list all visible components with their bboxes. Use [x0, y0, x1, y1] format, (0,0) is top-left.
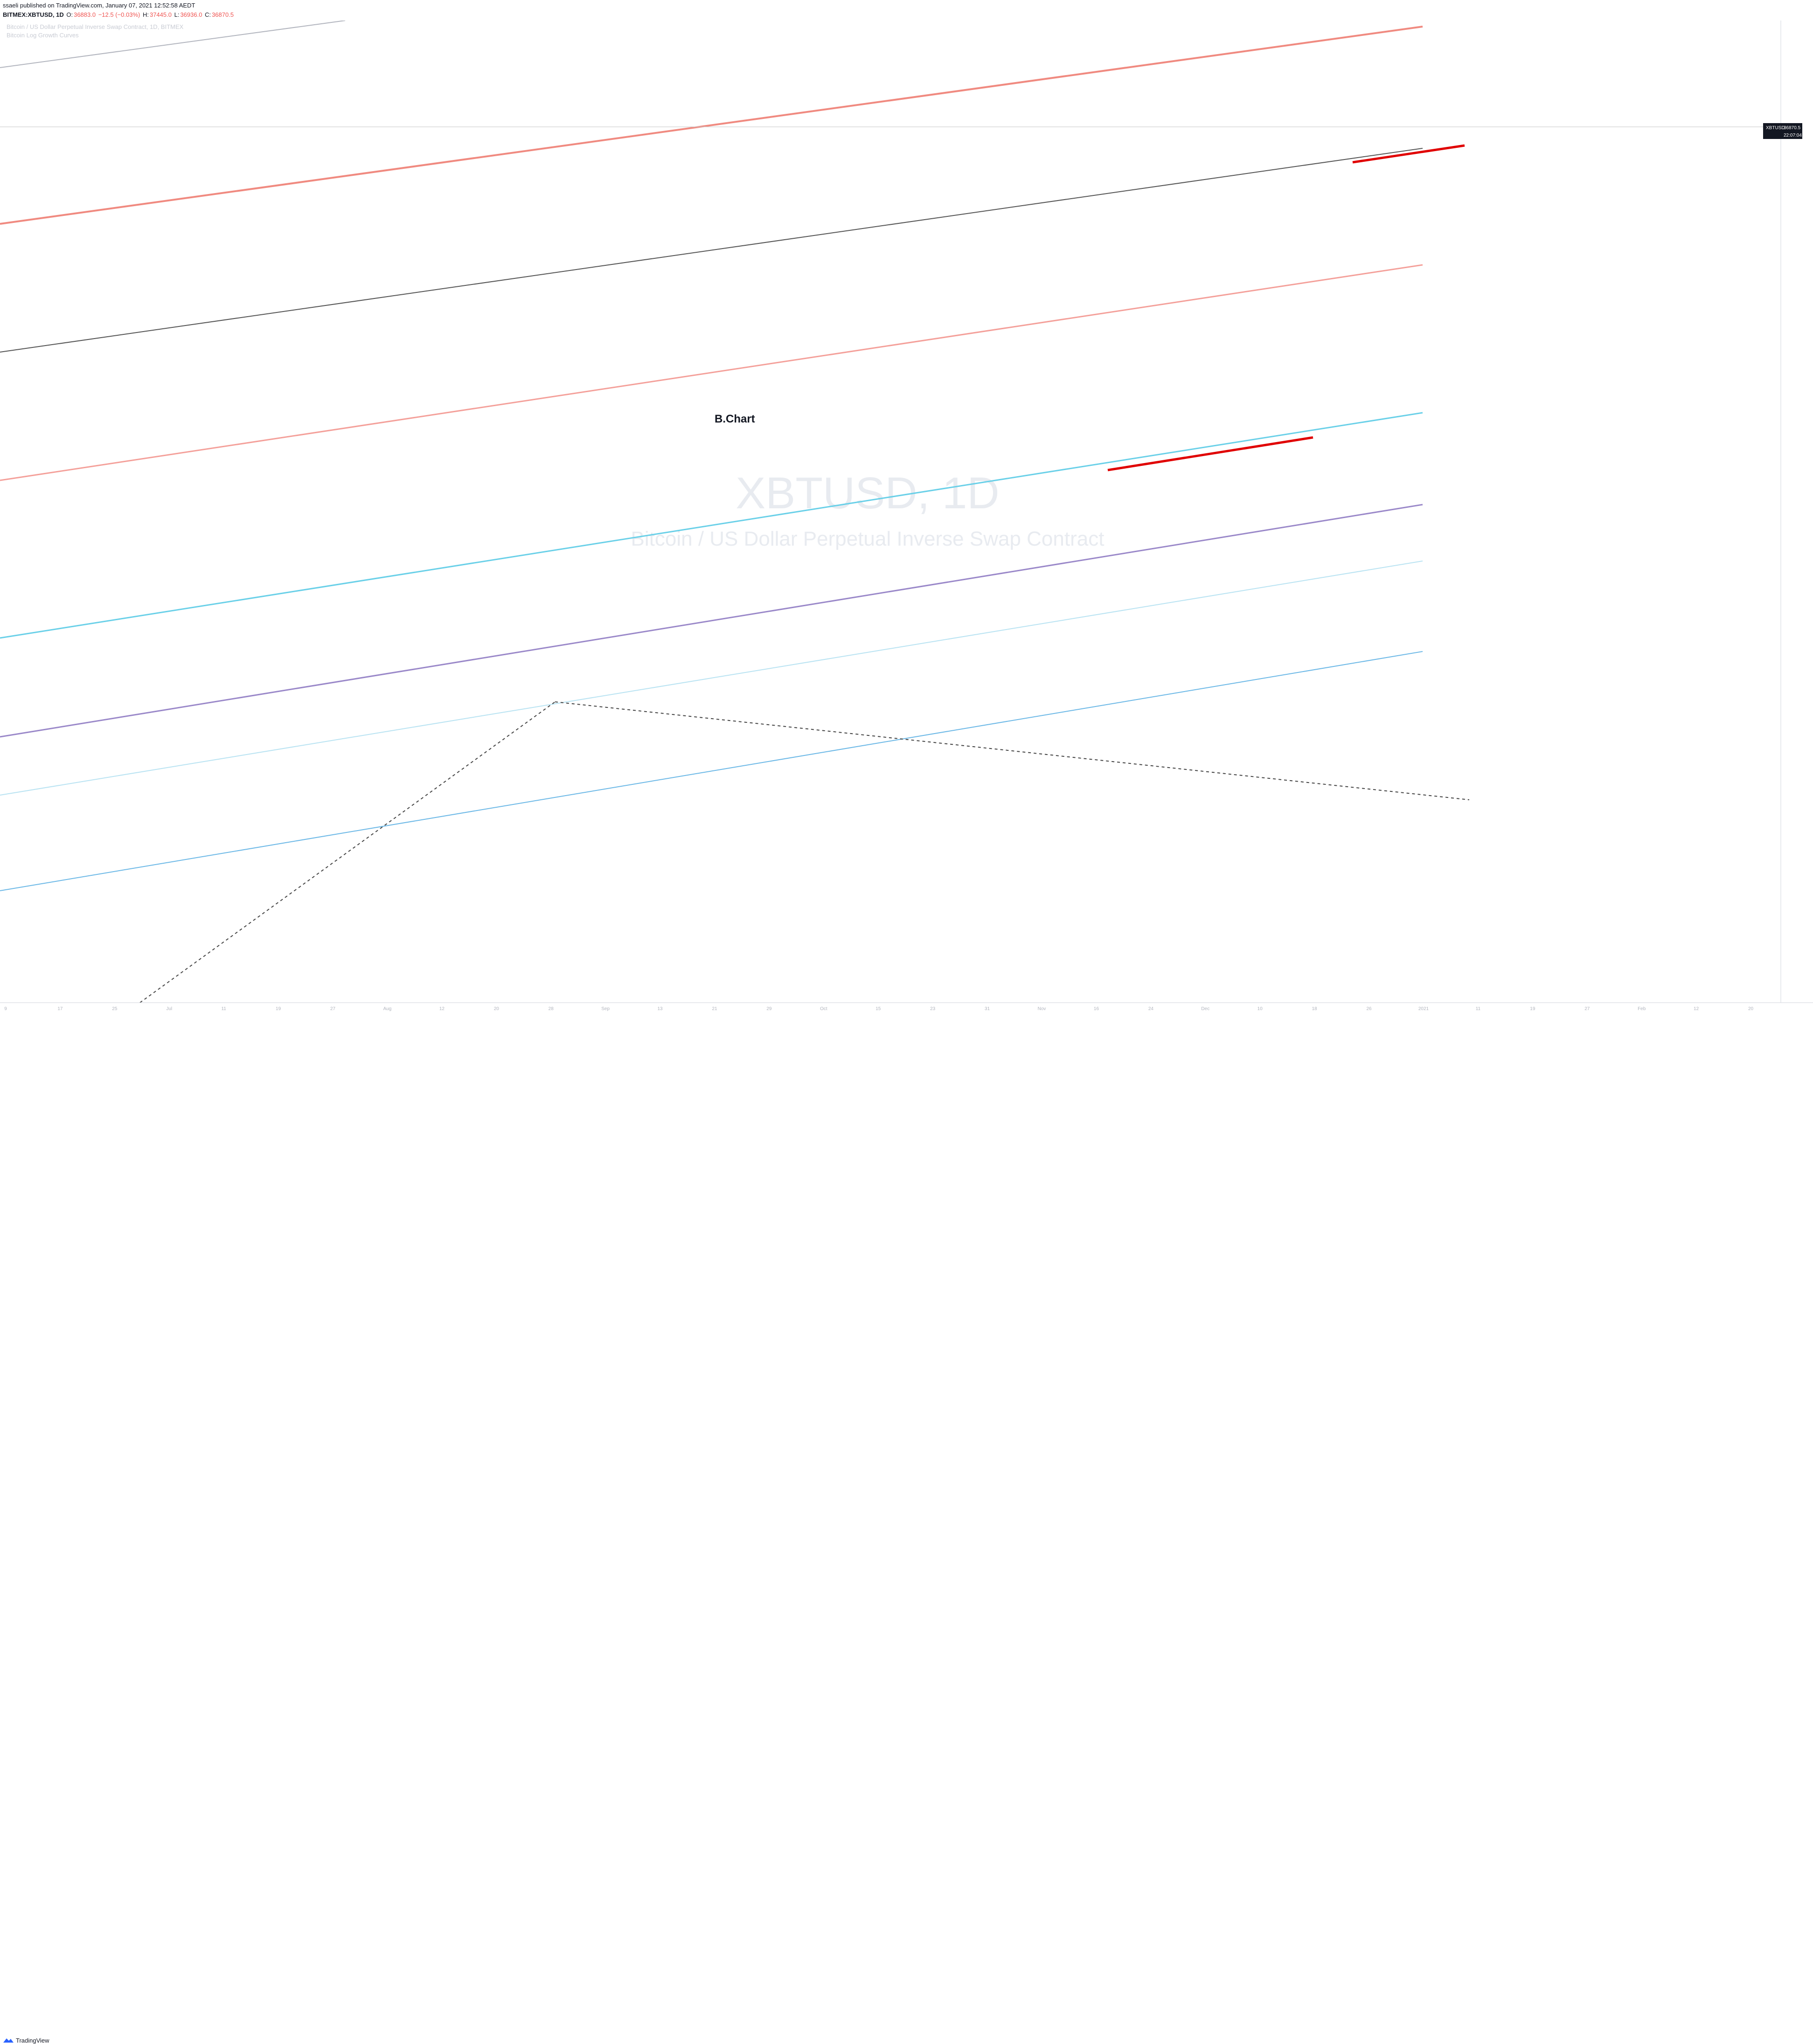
growth-curve-grey-top — [0, 21, 346, 68]
watermark-description: Bitcoin / US Dollar Perpetual Inverse Sw… — [631, 527, 1104, 550]
growth-curve-cyan — [0, 412, 1423, 639]
high-label: H: — [142, 11, 149, 18]
time-axis-tick: Dec — [1201, 1006, 1209, 1012]
growth-curve-black — [0, 148, 1423, 353]
time-axis-tick: 9 — [4, 1006, 7, 1012]
open-label: O: — [66, 11, 73, 18]
legend-indicator: Bitcoin Log Growth Curves — [7, 32, 79, 39]
time-axis-tick: Sep — [601, 1006, 610, 1012]
time-axis-tick: 13 — [658, 1006, 663, 1012]
time-axis-tick: 20 — [1748, 1006, 1754, 1012]
growth-curve-red-lower — [0, 264, 1423, 481]
time-axis-tick: 24 — [1148, 1006, 1154, 1012]
close-value: 36870.5 — [212, 11, 234, 18]
time-axis-tick: 27 — [330, 1006, 336, 1012]
time-axis-tick: 11 — [1476, 1006, 1481, 1012]
close-label: C: — [205, 11, 211, 18]
time-axis-tick: 11 — [221, 1006, 226, 1012]
symbol-label[interactable]: BITMEX:XBTUSD, 1D — [3, 11, 64, 18]
open-value: 36883.0 — [74, 11, 96, 18]
time-axis-tick: 10 — [1257, 1006, 1263, 1012]
high-value: 37445.0 — [149, 11, 172, 18]
tradingview-brand[interactable]: TradingView — [16, 2037, 49, 2044]
red-trendlines — [1107, 144, 1465, 471]
trend-dashed-up — [139, 701, 556, 1003]
time-axis-tick: Oct — [820, 1006, 827, 1012]
change-value: −12.5 (−0.03%) — [98, 11, 140, 18]
time-axis-tick: 2021 — [1418, 1006, 1429, 1012]
time-axis-tick: Aug — [383, 1006, 392, 1012]
chart-header: ssaeli published on TradingView.com, Jan… — [0, 0, 1813, 21]
time-axis-tick: Feb — [1638, 1006, 1646, 1012]
footer: TradingView — [0, 1017, 1813, 2044]
red-trend-upper — [1352, 144, 1465, 164]
plot-area[interactable]: 3.618(41805.5)2.618(33091.0)1.764(25649.… — [0, 0, 1781, 1003]
time-axis-tick: 12 — [439, 1006, 445, 1012]
ohlc-readout: BITMEX:XBTUSD, 1D O: 36883.0 −12.5 (−0.03… — [3, 11, 235, 18]
time-axis-tick: 23 — [930, 1006, 936, 1012]
tradingview-logo-icon[interactable] — [3, 2037, 14, 2044]
time-axis-tick: 26 — [1367, 1006, 1372, 1012]
time-axis-tick: 19 — [1530, 1006, 1535, 1012]
time-axis-tick: 31 — [985, 1006, 990, 1012]
trend-dashed-down — [555, 701, 1470, 800]
time-axis-tick: 21 — [712, 1006, 717, 1012]
time-axis-tick: Jul — [166, 1006, 172, 1012]
time-axis-tick: 19 — [276, 1006, 281, 1012]
growth-curve-purple — [0, 504, 1423, 738]
price-tag-price: 36870.5 — [1784, 125, 1801, 131]
time-axis-tick: Nov — [1038, 1006, 1046, 1012]
time-axis-tick: 28 — [549, 1006, 554, 1012]
time-axis-tick: 18 — [1312, 1006, 1318, 1012]
legend-title: Bitcoin / US Dollar Perpetual Inverse Sw… — [7, 23, 184, 30]
time-axis-tick: 17 — [57, 1006, 63, 1012]
log-growth-curves — [0, 21, 1470, 1003]
growth-curve-lightblue — [0, 561, 1423, 796]
price-tag-symbol: XBTUSD — [1766, 125, 1785, 131]
growth-curve-blue — [0, 651, 1423, 891]
time-axis-tick: 15 — [875, 1006, 881, 1012]
price-tag-box — [1763, 123, 1802, 139]
time-axis-tick: 29 — [766, 1006, 772, 1012]
watermark-symbol: XBTUSD, 1D — [736, 468, 999, 518]
price-tag-countdown: 22:07:04 — [1784, 133, 1802, 138]
low-value: 36936.0 — [180, 11, 202, 18]
annotation-label[interactable]: B.Chart — [715, 413, 755, 425]
red-trend-lower — [1107, 436, 1313, 471]
published-info: ssaeli published on TradingView.com, Jan… — [3, 2, 195, 9]
time-axis-tick: 27 — [1584, 1006, 1590, 1012]
price-chart[interactable]: XBTUSD, 1D Bitcoin / US Dollar Perpetual… — [0, 0, 1813, 1029]
time-axis-tick: 25 — [112, 1006, 118, 1012]
time-axis-tick: 16 — [1094, 1006, 1099, 1012]
last-price-tag: XBTUSD 36870.5 22:07:04 — [1763, 123, 1802, 139]
time-axis-tick: 12 — [1694, 1006, 1699, 1012]
growth-curve-red-upper — [0, 26, 1423, 225]
low-label: L: — [174, 11, 180, 18]
time-axis-tick: 20 — [494, 1006, 500, 1012]
